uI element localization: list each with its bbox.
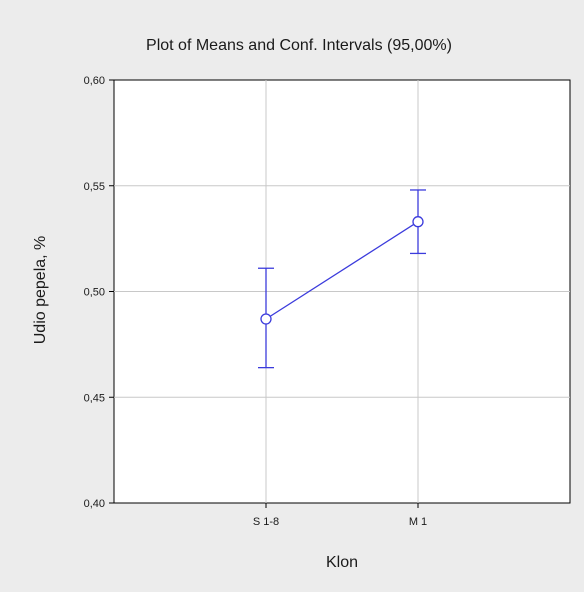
chart-title: Plot of Means and Conf. Intervals (95,00… [146, 37, 452, 54]
x-tick-label: M 1 [409, 516, 427, 528]
y-axis-label: Udio pepela, % [32, 236, 49, 345]
y-tick-label: 0,45 [84, 392, 105, 404]
series-layer [258, 189, 426, 369]
tick-layer: 0,40 0,45 0,50 0,55 0,60 S 1-8 M 1 [84, 75, 428, 528]
x-axis-label: Klon [326, 554, 358, 571]
mean-point [260, 313, 272, 325]
x-tick-label: S 1-8 [253, 516, 279, 528]
y-tick-label: 0,40 [84, 498, 105, 510]
mean-point [412, 216, 424, 228]
series-line [265, 221, 419, 320]
grid-layer [114, 80, 570, 503]
y-tick-label: 0,55 [84, 181, 105, 193]
y-tick-label: 0,50 [84, 287, 105, 299]
y-tick-label: 0,60 [84, 75, 105, 87]
